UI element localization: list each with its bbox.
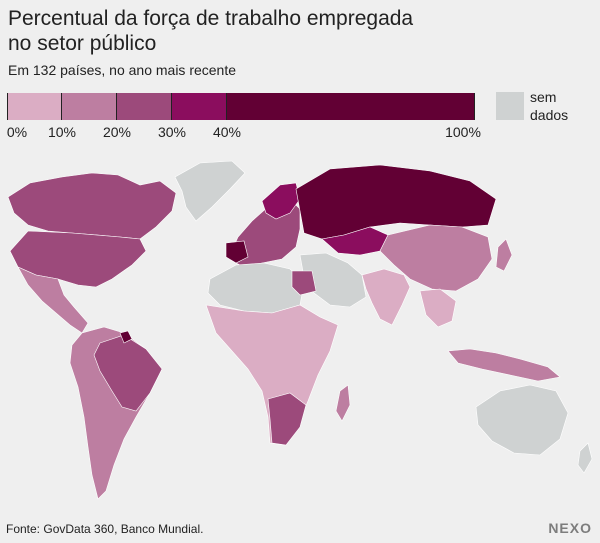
legend-tick-label: 10%: [47, 124, 77, 140]
region-greenland: [174, 160, 246, 222]
region-china: [379, 224, 493, 292]
legend-tick-label: 40%: [212, 124, 242, 140]
region-south-asia: [361, 268, 411, 326]
region-russia: [295, 164, 497, 240]
region-southern-africa: [267, 392, 307, 446]
nodata-label: sem dados: [530, 89, 569, 123]
region-southeast-asia: [419, 288, 457, 328]
region-canada: [7, 172, 177, 240]
nexo-logo: NEXO: [548, 520, 592, 536]
nodata-swatch: [496, 92, 524, 120]
region-madagascar: [335, 384, 351, 422]
region-iberia: [225, 240, 249, 264]
legend-swatch: [62, 93, 117, 120]
region-new-zealand: [577, 442, 593, 474]
legend-tick-label: 100%: [445, 124, 481, 140]
region-australia: [475, 384, 569, 456]
legend-tick-label: 0%: [6, 124, 28, 140]
region-guianas: [119, 330, 133, 344]
legend-swatch: [7, 93, 62, 120]
legend-swatch: [117, 93, 172, 120]
map-subtitle: Em 132 países, no ano mais recente: [8, 62, 237, 78]
legend-tick-label: 20%: [102, 124, 132, 140]
region-japan: [495, 238, 513, 272]
world-map: [7, 160, 593, 500]
region-indonesia: [447, 348, 561, 382]
color-legend: 0% 10% 20% 30% 40% 100%: [6, 93, 481, 141]
region-scandinavia: [261, 182, 301, 220]
source-note: Fonte: GovData 360, Banco Mundial.: [6, 522, 204, 536]
legend-color-bar: [7, 93, 475, 120]
legend-tick-label: 30%: [157, 124, 187, 140]
region-north-africa: [207, 262, 305, 314]
region-egypt: [291, 270, 317, 296]
map-title: Percentual da força de trabalho empregad…: [8, 7, 414, 55]
region-brazil: [93, 334, 163, 412]
legend-swatch: [227, 93, 475, 120]
region-mexico-central-america: [17, 266, 89, 334]
legend-swatch: [172, 93, 227, 120]
